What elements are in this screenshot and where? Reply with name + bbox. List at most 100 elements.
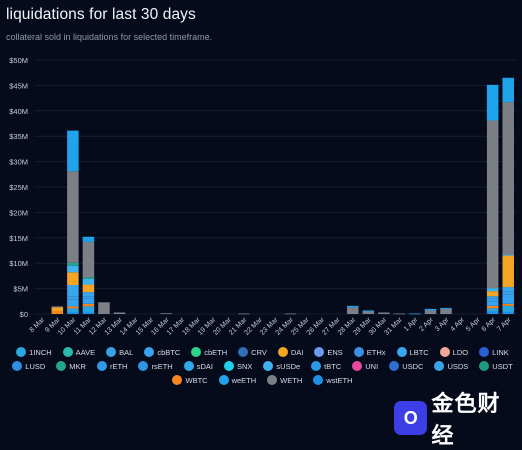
legend-item[interactable]: rETH: [96, 361, 127, 371]
legend-item[interactable]: WETH: [267, 375, 302, 385]
bar-segment-weth: [284, 313, 297, 315]
y-tick-label: $45M: [9, 81, 28, 90]
legend-item[interactable]: LUSD: [12, 361, 45, 371]
legend-item[interactable]: sUSDe: [263, 361, 300, 371]
legend-swatch: [138, 361, 149, 371]
legend-swatch: [191, 347, 202, 357]
bar-segment-weth: [51, 306, 64, 308]
bar-segment-cbbtc: [67, 299, 79, 307]
bar-segment-wsteth: [67, 312, 79, 314]
legend-swatch: [12, 361, 23, 371]
legend-label: cbBTC: [157, 347, 181, 357]
legend-item[interactable]: 1INCH: [16, 347, 52, 357]
legend-item[interactable]: WBTC: [172, 375, 208, 385]
x-tick-label: 4 Apr: [449, 316, 466, 333]
y-tick-label: $5M: [13, 285, 28, 294]
legend-item[interactable]: ETHx: [353, 347, 386, 357]
legend-label: DAI: [290, 347, 304, 357]
bar-segment-susde: [82, 278, 95, 285]
legend-swatch: [106, 347, 117, 357]
bar-segment-susde: [486, 288, 499, 292]
bar-segment-mkr: [82, 277, 95, 279]
bar-segment-weth: [67, 171, 79, 263]
bar-segment-weth: [502, 102, 514, 255]
bar-segment-bal: [82, 296, 95, 299]
legend-item[interactable]: LBTC: [396, 347, 429, 357]
bar-segment-wbtc: [502, 303, 514, 306]
bar-segment-mkr: [67, 262, 79, 266]
legend-swatch: [62, 347, 73, 357]
y-tick-label: $35M: [9, 132, 28, 141]
legend-item[interactable]: UNI: [352, 361, 378, 371]
legend-item[interactable]: USDT: [479, 361, 513, 371]
bar-segment-weth: [378, 312, 390, 314]
legend-label: LUSD: [25, 361, 46, 371]
legend-label: USDT: [492, 361, 513, 371]
legend-item[interactable]: tBTC: [311, 361, 341, 371]
bar-segment-dai: [51, 307, 64, 311]
legend-item[interactable]: USDS: [434, 361, 468, 371]
legend-swatch: [434, 361, 445, 371]
legend-item[interactable]: AAVE: [62, 347, 96, 357]
legend-label: AAVE: [75, 347, 96, 357]
bar-segment-weth: [238, 313, 250, 315]
legend-label: USDS: [447, 361, 469, 371]
bar-segment-dai: [502, 255, 514, 288]
bar-segment-weeth: [346, 305, 359, 308]
legend-label: cbETH: [204, 347, 228, 357]
x-tick-label: 6 Apr: [481, 316, 498, 333]
legend-item[interactable]: LDO: [439, 347, 469, 357]
bar-segment-wbtc: [486, 305, 499, 309]
stacked-bar-chart: $0 $5M $10M $15M $20M $25M $30M $35M $40M $45M $50…: [9, 56, 516, 337]
legend-item[interactable]: ENS: [314, 347, 343, 357]
legend-item[interactable]: SNX: [223, 361, 252, 371]
bar-segment-weeth: [82, 236, 95, 242]
legend-item[interactable]: rsETH: [138, 361, 173, 371]
bar-segment-dai: [67, 272, 79, 286]
legend-item[interactable]: MKR: [56, 361, 86, 371]
legend-swatch: [16, 347, 27, 357]
bar-segment-weth: [440, 308, 452, 314]
legend-item[interactable]: wstETH: [313, 375, 353, 385]
bar-segment-weeth: [440, 307, 452, 309]
legend-item[interactable]: USDC: [389, 361, 423, 371]
legend-label: ENS: [327, 347, 343, 357]
legend-label: LINK: [492, 347, 509, 357]
legend-item[interactable]: cbBTC: [144, 347, 180, 357]
legend-item[interactable]: BAL: [106, 347, 133, 357]
legend-item[interactable]: cbETH: [191, 347, 227, 357]
legend-label: WBTC: [185, 375, 208, 385]
legend-label: UNI: [365, 361, 379, 371]
legend-item[interactable]: LINK: [479, 347, 509, 357]
x-tick-label: 5 Apr: [465, 316, 482, 333]
legend-item[interactable]: CRV: [238, 347, 267, 357]
legend-item[interactable]: weETH: [218, 375, 256, 385]
legend-label: BAL: [119, 347, 134, 357]
bar-segment-weth: [82, 241, 95, 278]
bar-segment-cbbtc: [486, 301, 499, 306]
legend-label: 1INCH: [29, 347, 52, 357]
bar-segment-wbtc: [51, 310, 64, 314]
legend-item[interactable]: sDAI: [183, 361, 213, 371]
legend-label: LDO: [452, 347, 469, 357]
bar-segment-lbtc: [502, 287, 514, 292]
legend-swatch: [311, 361, 322, 371]
legend-swatch: [144, 347, 155, 357]
legend-label: MKR: [69, 361, 86, 371]
x-tick-label: 8 Mar: [29, 316, 47, 334]
bar-segment-wbtc: [82, 303, 95, 307]
legend-item[interactable]: DAI: [277, 347, 304, 357]
y-tick-label: $40M: [9, 107, 28, 116]
legend-swatch: [313, 375, 324, 385]
x-tick-label: 3 Apr: [434, 316, 451, 333]
bar-segment-bal: [502, 291, 514, 295]
y-tick-label: $0: [20, 310, 28, 319]
bar-segment-weth: [346, 307, 359, 314]
legend-swatch: [396, 347, 407, 357]
watermark-logo-icon: O: [394, 401, 428, 435]
legend-swatch: [56, 361, 67, 371]
legend-swatch: [479, 347, 490, 357]
legend-swatch: [172, 375, 183, 385]
legend-label: CRV: [251, 347, 267, 357]
legend-swatch: [439, 347, 450, 357]
